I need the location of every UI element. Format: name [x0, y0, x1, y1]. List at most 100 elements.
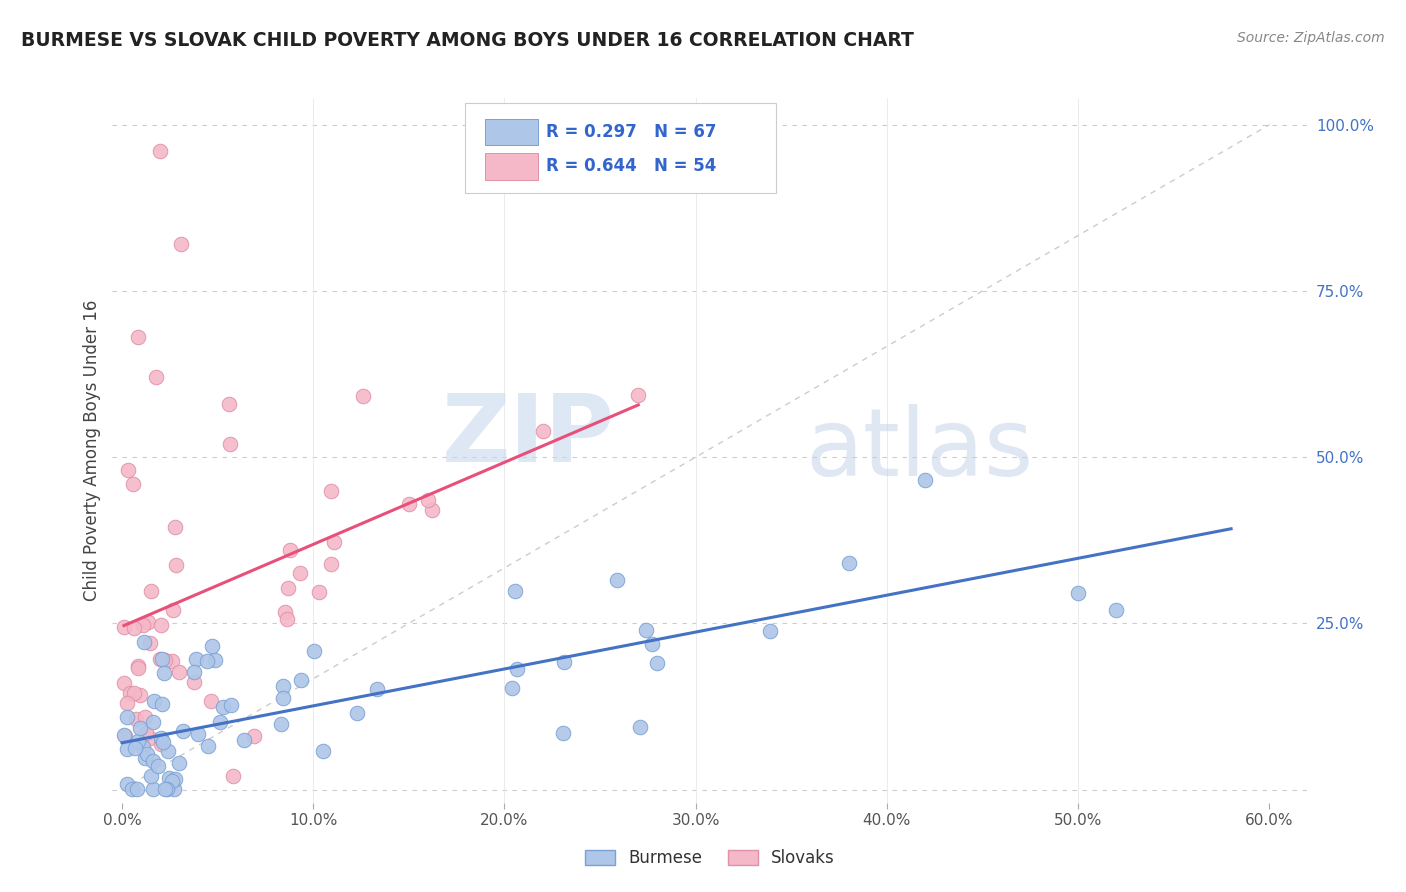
Point — [163, 781, 186, 796]
Point — [278, 543, 301, 558]
Point — [112, 620, 135, 634]
Y-axis label: Child Poverty Among Boys Under 16: Child Poverty Among Boys Under 16 — [83, 300, 101, 601]
Point — [141, 769, 163, 783]
Point — [122, 621, 145, 635]
Point — [125, 712, 148, 726]
Point — [759, 624, 782, 639]
Point — [503, 584, 526, 599]
Point — [170, 237, 193, 252]
Point — [117, 742, 139, 756]
Point — [346, 706, 368, 721]
Point — [127, 734, 149, 748]
Point — [647, 656, 669, 670]
Point — [219, 437, 242, 451]
Point — [143, 694, 166, 708]
Legend: Burmese, Slovaks: Burmese, Slovaks — [576, 841, 844, 876]
Point — [323, 535, 346, 549]
Point — [222, 769, 245, 783]
Point — [139, 636, 162, 650]
Point — [132, 635, 155, 649]
Point — [553, 656, 575, 670]
Point — [146, 759, 169, 773]
Point — [165, 772, 187, 786]
Point — [152, 735, 174, 749]
Point — [212, 699, 235, 714]
Point — [160, 654, 183, 668]
Point — [628, 720, 651, 734]
Point — [398, 498, 420, 512]
Point — [157, 772, 180, 786]
Point — [150, 652, 173, 666]
Point — [271, 679, 294, 693]
Point — [132, 739, 155, 754]
Point — [160, 774, 183, 789]
Point — [128, 688, 150, 702]
Point — [139, 731, 162, 746]
Point — [150, 737, 173, 751]
Point — [416, 492, 439, 507]
Point — [627, 388, 650, 402]
Point — [115, 777, 138, 791]
Point — [420, 503, 443, 517]
Point — [319, 484, 342, 499]
Point — [149, 145, 172, 159]
Point — [162, 603, 184, 617]
Point — [838, 557, 860, 571]
Point — [145, 370, 167, 384]
Point — [232, 733, 254, 747]
Point — [1105, 603, 1128, 617]
Text: R = 0.644   N = 54: R = 0.644 N = 54 — [547, 158, 717, 176]
Point — [501, 681, 523, 696]
Point — [117, 463, 139, 477]
Point — [172, 724, 194, 739]
Point — [134, 726, 156, 740]
Point — [208, 715, 231, 730]
Point — [155, 781, 177, 796]
Point — [366, 681, 388, 696]
Point — [605, 574, 627, 588]
Text: Source: ZipAtlas.com: Source: ZipAtlas.com — [1237, 31, 1385, 45]
Point — [156, 781, 179, 796]
Point — [200, 694, 222, 708]
Point — [302, 644, 325, 658]
Point — [308, 585, 330, 599]
Point — [167, 665, 190, 679]
Point — [165, 520, 187, 534]
Point — [132, 617, 155, 632]
Point — [153, 665, 176, 680]
Point — [204, 652, 226, 666]
FancyBboxPatch shape — [485, 153, 538, 180]
Text: atlas: atlas — [806, 404, 1033, 497]
Point — [352, 389, 374, 403]
Point — [115, 696, 138, 710]
Point — [142, 755, 165, 769]
Point — [150, 618, 173, 632]
Point — [270, 717, 292, 731]
Point — [531, 425, 554, 439]
Point — [120, 686, 142, 700]
Point — [127, 661, 149, 675]
Point — [641, 637, 664, 651]
Point — [312, 744, 335, 758]
Point — [321, 557, 343, 571]
Point — [187, 727, 209, 741]
Point — [271, 690, 294, 705]
Point — [1067, 586, 1090, 600]
Point — [157, 744, 180, 758]
Point — [290, 566, 312, 580]
Point — [242, 729, 264, 743]
Point — [183, 674, 205, 689]
Point — [149, 652, 172, 666]
Point — [134, 751, 156, 765]
Point — [121, 781, 143, 796]
Point — [141, 584, 163, 599]
Point — [124, 741, 146, 756]
Point — [634, 623, 657, 637]
Text: BURMESE VS SLOVAK CHILD POVERTY AMONG BOYS UNDER 16 CORRELATION CHART: BURMESE VS SLOVAK CHILD POVERTY AMONG BO… — [21, 31, 914, 50]
Point — [167, 756, 190, 771]
Point — [114, 729, 136, 743]
Text: ZIP: ZIP — [441, 391, 614, 483]
Point — [149, 731, 172, 745]
Point — [218, 397, 240, 411]
Point — [141, 714, 163, 729]
